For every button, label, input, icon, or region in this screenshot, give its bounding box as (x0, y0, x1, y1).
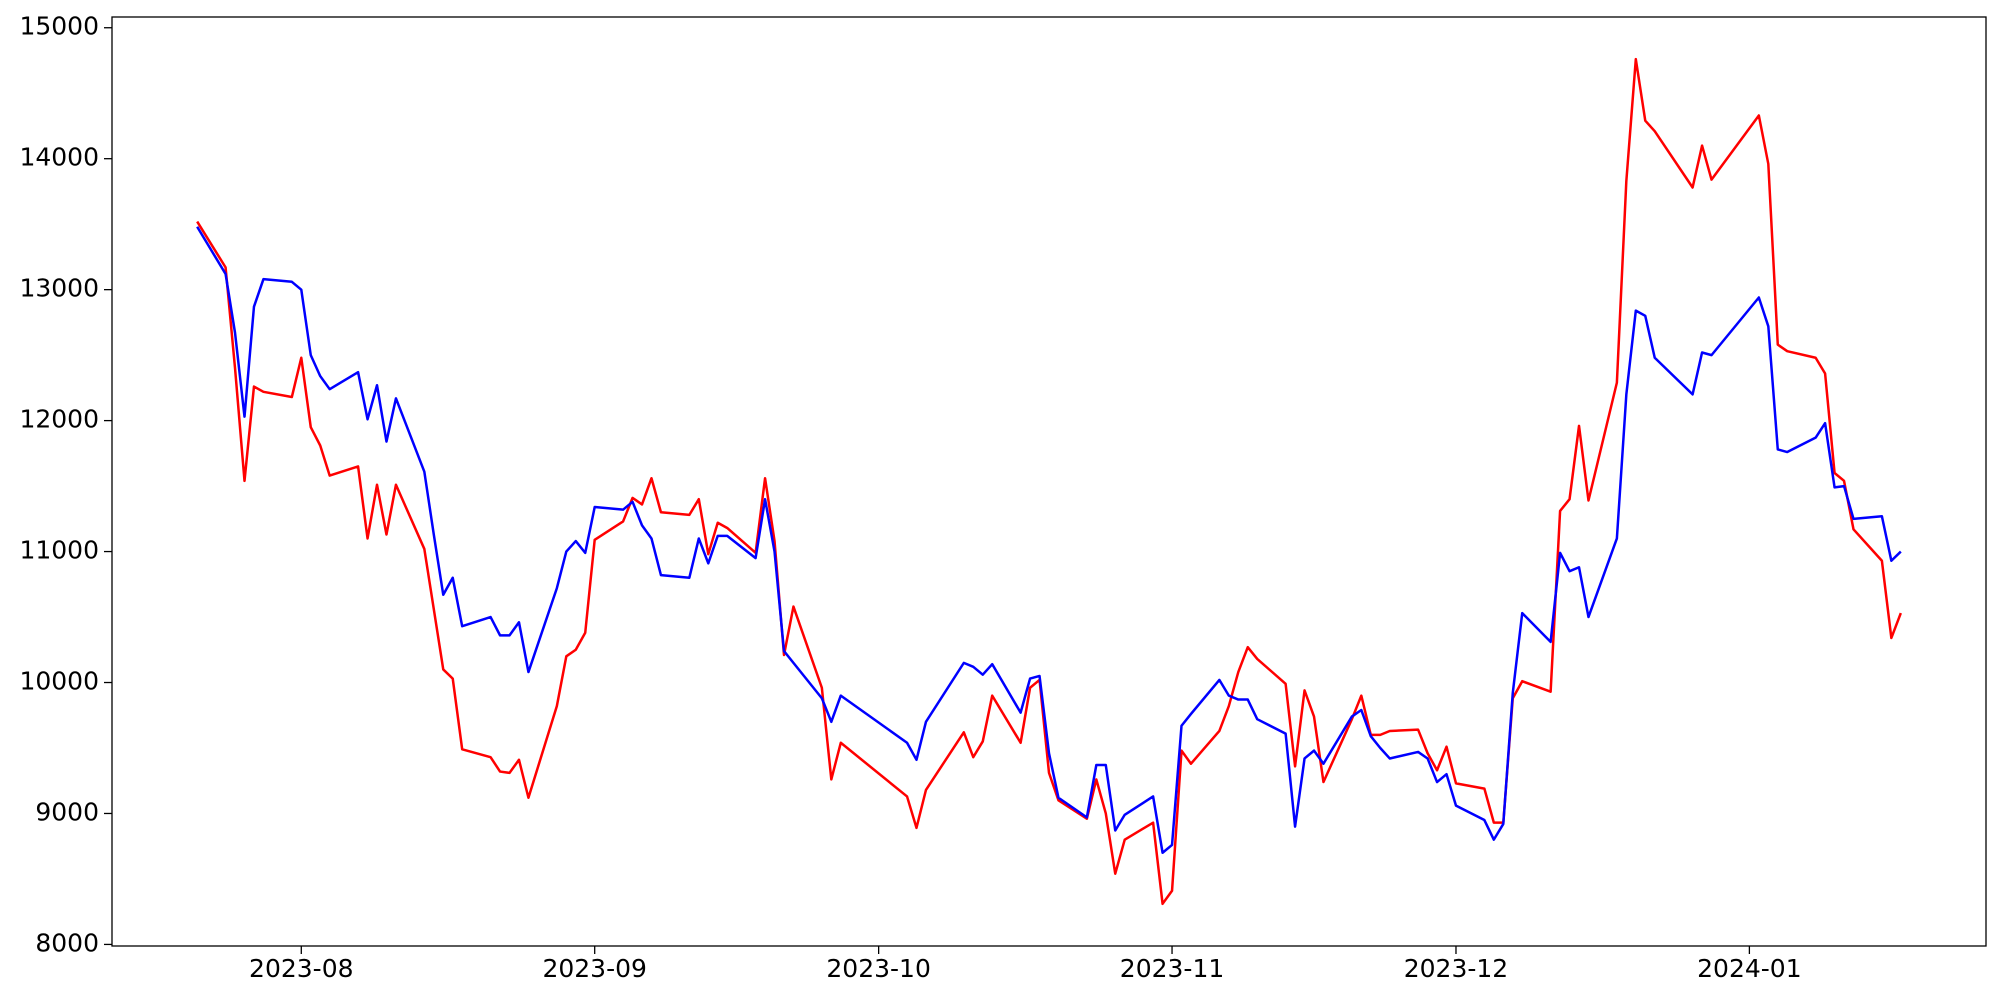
x-tick-label: 2023-10 (826, 954, 930, 983)
series-line (196, 57, 1902, 906)
y-tick-label: 13000 (19, 274, 99, 303)
y-tick-label: 14000 (19, 143, 99, 172)
x-tick-label: 2023-12 (1404, 954, 1508, 983)
x-tick-label: 2023-08 (249, 954, 353, 983)
y-tick-label: 12000 (19, 405, 99, 434)
y-tick-label: 9000 (35, 797, 99, 826)
x-tick-label: 2024-01 (1697, 954, 1801, 983)
y-tick-label: 15000 (19, 12, 99, 41)
y-tick-label: 10000 (19, 667, 99, 696)
x-tick-label: 2023-11 (1120, 954, 1224, 983)
series-line (196, 226, 1902, 855)
y-tick-label: 11000 (19, 536, 99, 565)
plot-frame (111, 16, 1987, 947)
x-tick-label: 2023-09 (542, 954, 646, 983)
y-tick-label: 8000 (35, 928, 99, 957)
